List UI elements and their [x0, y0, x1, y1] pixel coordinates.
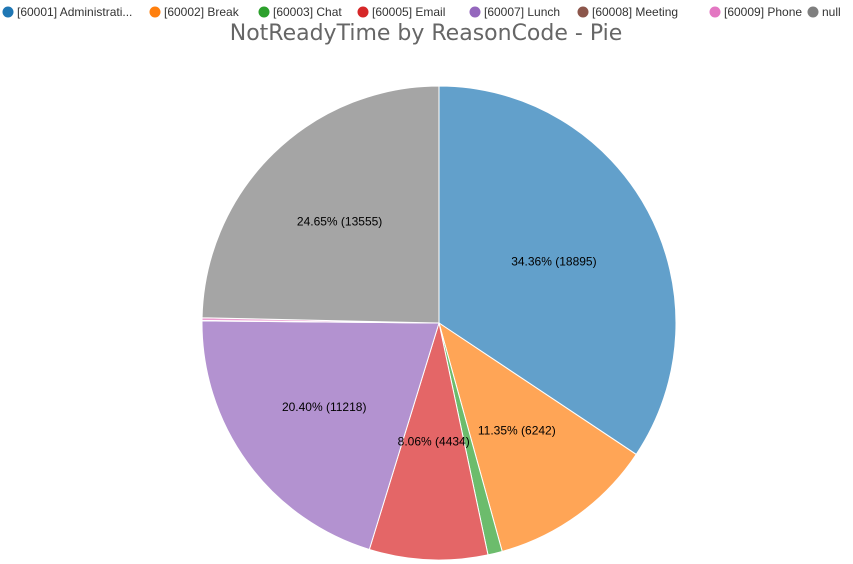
legend-item[interactable]: [60008] Meeting	[577, 5, 679, 19]
legend-item[interactable]: [60007] Lunch	[469, 5, 561, 19]
legend: [60001] Administrati... [60002] Break [600…	[2, 5, 841, 19]
slice-data-label: 11.35% (6242)	[478, 424, 556, 438]
legend-item[interactable]: null	[807, 5, 841, 19]
pie-slice[interactable]	[201, 320, 440, 551]
legend-swatch	[149, 6, 161, 18]
slice-data-label: 24.65% (13555)	[297, 214, 382, 228]
legend-swatch	[577, 6, 589, 18]
slice-labels: 34.36% (18895) 11.35% (6242) 8.06% (4434) 2…	[282, 214, 597, 448]
legend-label: [60002] Break	[164, 5, 240, 19]
legend-item[interactable]: [60003] Chat	[258, 5, 343, 19]
legend-label: null	[822, 5, 841, 19]
legend-label: [60003] Chat	[273, 5, 342, 19]
legend-item[interactable]: [60005] Email	[357, 5, 446, 19]
legend-label: [60005] Email	[372, 5, 445, 19]
legend-item[interactable]: [60009] Phone	[709, 5, 803, 19]
chart-title: NotReadyTime by ReasonCode - Pie	[230, 21, 623, 46]
slice-data-label: 8.06% (4434)	[398, 434, 470, 448]
legend-item[interactable]: [60001] Administrati...	[2, 5, 133, 19]
legend-swatch	[2, 6, 14, 18]
legend-label: [60007] Lunch	[484, 5, 560, 19]
legend-swatch	[357, 6, 369, 18]
legend-swatch	[258, 6, 270, 18]
slice-data-label: 20.40% (11218)	[282, 400, 367, 414]
legend-item[interactable]: [60002] Break	[149, 5, 240, 19]
legend-swatch	[807, 6, 819, 18]
pie-slice[interactable]	[201, 85, 440, 324]
legend-label: [60008] Meeting	[592, 5, 678, 19]
pie-slice[interactable]	[368, 321, 489, 561]
slice-data-label: 34.36% (18895)	[511, 255, 596, 269]
legend-swatch	[469, 6, 481, 18]
legend-label: [60001] Administrati...	[17, 5, 132, 19]
legend-swatch	[709, 6, 721, 18]
legend-label: [60009] Phone	[724, 5, 802, 19]
pie-slice[interactable]	[438, 321, 637, 553]
pie-slices	[201, 85, 677, 561]
